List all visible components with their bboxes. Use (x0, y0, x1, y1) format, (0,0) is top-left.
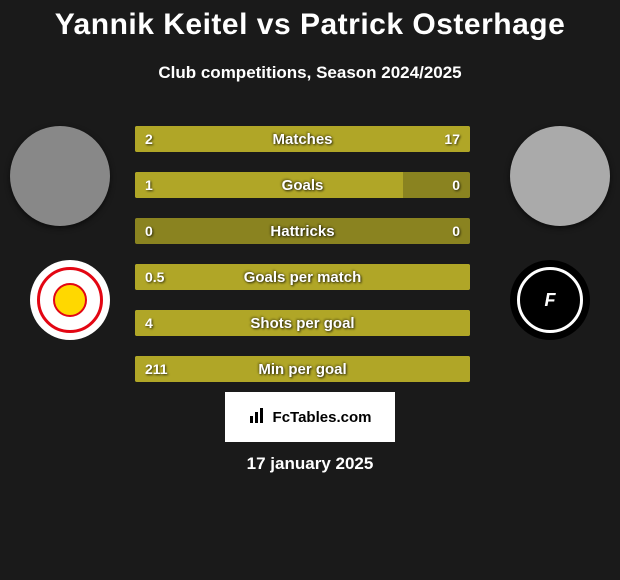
stat-label: Goals per match (135, 264, 470, 290)
subtitle: Club competitions, Season 2024/2025 (0, 63, 620, 83)
stat-row: Matches2 17 (135, 126, 470, 152)
stat-value-right: 0 (452, 218, 460, 244)
freiburg-icon: F (517, 267, 583, 333)
page-title: Yannik Keitel vs Patrick Osterhage (0, 8, 620, 42)
stat-row: Hattricks0 0 (135, 218, 470, 244)
stat-label: Shots per goal (135, 310, 470, 336)
stat-row: Goals1 0 (135, 172, 470, 198)
stat-value-left: 2 (145, 126, 153, 152)
stat-value-right: 0 (452, 172, 460, 198)
player-right-avatar (510, 126, 610, 226)
attribution-text: FcTables.com (273, 409, 372, 426)
stat-value-right: 17 (444, 126, 460, 152)
stat-label: Goals (135, 172, 470, 198)
stat-value-left: 0 (145, 218, 153, 244)
stat-value-left: 211 (145, 356, 168, 382)
chart-icon (249, 406, 267, 428)
stat-value-left: 4 (145, 310, 153, 336)
club-right-logo: F (510, 260, 590, 340)
club-left-logo (30, 260, 110, 340)
player-left-avatar (10, 126, 110, 226)
date-text: 17 january 2025 (0, 454, 620, 474)
stat-label: Hattricks (135, 218, 470, 244)
stat-row: Goals per match0.5 (135, 264, 470, 290)
stat-bars: Matches217Goals10Hattricks00Goals per ma… (135, 126, 470, 382)
stat-value-left: 1 (145, 172, 153, 198)
stat-label: Min per goal (135, 356, 470, 382)
stat-row: Shots per goal4 (135, 310, 470, 336)
stat-label: Matches (135, 126, 470, 152)
stuttgart-icon (37, 267, 103, 333)
stat-row: Min per goal211 (135, 356, 470, 382)
stat-value-left: 0.5 (145, 264, 164, 290)
root: Yannik Keitel vs Patrick Osterhage Club … (0, 0, 620, 580)
attribution-badge: FcTables.com (225, 392, 395, 442)
